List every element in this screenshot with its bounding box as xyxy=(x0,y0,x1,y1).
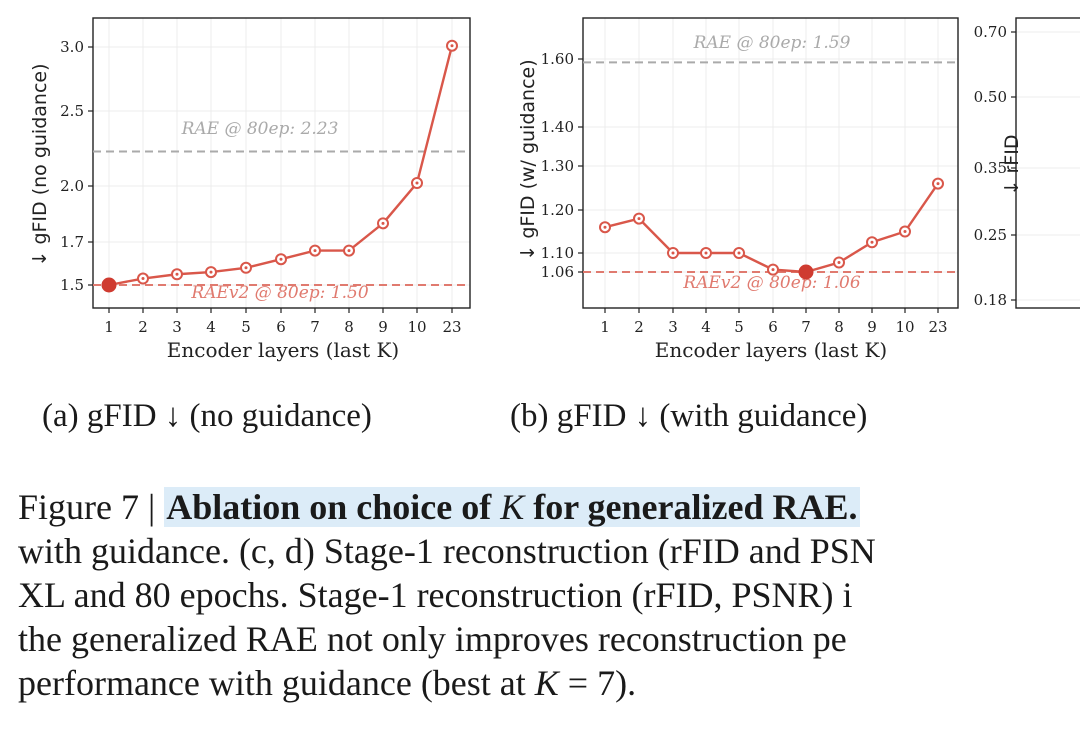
panel-a-x-axis-label: Encoder layers (last K) xyxy=(167,338,399,362)
panel-b-point-dot-8 xyxy=(870,240,874,244)
panel-a-xtick-label-0: 1 xyxy=(104,318,114,336)
panel-a-point-dot-4 xyxy=(244,266,248,270)
panel-a-xtick-label-4: 5 xyxy=(241,318,251,336)
panel-b-xtick-label-10: 23 xyxy=(928,318,947,336)
caption-bold-2: for generalized RAE. xyxy=(524,487,858,527)
panel-c-axes: 0.18 0.25 0.35 0.50 0.70 xyxy=(974,17,1080,309)
panel-a-xtick-label-9: 10 xyxy=(407,318,426,336)
panel-b-xtick-label-8: 9 xyxy=(867,318,877,336)
caption-line-4: the generalized RAE not only improves re… xyxy=(18,619,847,659)
panel-b-gfid-with-guidance: 1.061.101.201.301.401.601 2 3 4 5 6 7 8 9 10 23RAE… xyxy=(517,17,959,362)
subcaption-b: (b) gFID ↓ (with guidance) xyxy=(510,398,868,434)
panel-b-point-dot-2 xyxy=(671,251,675,255)
caption-highlight: Ablation on choice of K for generalized … xyxy=(164,487,860,527)
panel-b-x-axis-label-text: Encoder layers (last K) xyxy=(655,338,887,362)
panel-a-ytick-label-2: 2.0 xyxy=(60,177,84,195)
panel-a-ytick-label-1: 1.7 xyxy=(60,233,84,251)
panel-b-xtick-label-1: 2 xyxy=(634,318,644,336)
panel-a-ytick-label-3: 2.5 xyxy=(60,102,84,120)
panel-a-point-dot-5 xyxy=(279,257,283,261)
panel-b-point-dot-7 xyxy=(837,261,841,264)
panel-b-xtick-label-9: 10 xyxy=(895,318,914,336)
panel-a-point-dot-2 xyxy=(175,272,179,276)
panel-a-x-axis-label-text: Encoder layers (last K) xyxy=(167,338,399,362)
panel-b-ytick-label-2: 1.20 xyxy=(541,201,574,219)
caption-line-3: XL and 80 epochs. Stage-1 reconstruction… xyxy=(18,575,853,615)
panel-b-refline-label-1: RAEv2 @ 80ep: 1.06 xyxy=(682,273,860,293)
panel-a-xtick-label-5: 6 xyxy=(276,318,286,336)
panel-b-point-dot-0 xyxy=(603,225,607,229)
panel-b-ytick-label-4: 1.40 xyxy=(541,118,574,136)
panel-b-point-dot-4 xyxy=(737,251,741,255)
panel-a-xtick-label-8: 9 xyxy=(378,318,388,336)
panel-b-ytick-label-0: 1.06 xyxy=(541,263,574,281)
panel-c-ytick-label-0: 0.18 xyxy=(974,291,1007,309)
panel-a-refline-label-1: RAEv2 @ 80ep: 1.50 xyxy=(190,283,368,303)
panel-b-xtick-label-4: 5 xyxy=(734,318,744,336)
panel-a-ytick-label-0: 1.5 xyxy=(60,276,84,294)
panel-b-ytick-label-5: 1.60 xyxy=(541,50,574,68)
panel-a-ytick-label-4: 3.0 xyxy=(60,38,84,56)
panel-a-point-dot-9 xyxy=(415,181,419,185)
subcaption-a: (a) gFID ↓ (no guidance) xyxy=(42,398,372,434)
panel-a-xtick-label-10: 23 xyxy=(442,318,461,336)
caption-line-5-a: performance with guidance (best at xyxy=(18,663,535,703)
caption-bold-1: Ablation on choice of xyxy=(166,487,501,527)
panel-b-point-dot-9 xyxy=(903,230,907,233)
panel-c-y-axis-label: ↓ rFID xyxy=(1001,135,1023,196)
panel-a-point-dot-3 xyxy=(209,270,213,274)
figure-caption: Figure 7 | Ablation on choice of K for g… xyxy=(18,485,1080,705)
panel-b-series-line xyxy=(604,182,939,274)
panel-a-point-dot-6 xyxy=(313,249,317,253)
panel-a-point-dot-1 xyxy=(141,277,145,281)
panel-b-xtick-label-6: 7 xyxy=(801,318,811,336)
panel-b-xtick-label-5: 6 xyxy=(768,318,778,336)
panel-b-xtick-label-2: 3 xyxy=(668,318,678,336)
panel-a-xtick-label-6: 7 xyxy=(310,318,320,336)
panel-a-point-dot-7 xyxy=(347,249,351,253)
panel-b-point-dot-10 xyxy=(936,182,940,186)
panel-b-refline-label-0: RAE @ 80ep: 1.59 xyxy=(693,33,851,53)
panel-a-refline-label-0: RAE @ 80ep: 2.23 xyxy=(181,119,339,139)
panel-a-point-dot-10 xyxy=(450,44,454,48)
panel-b-xtick-label-3: 4 xyxy=(701,318,711,336)
panel-b-point-dot-1 xyxy=(637,217,641,221)
panel-a-y-axis-label: ↓ gFID (no guidance) xyxy=(29,63,51,266)
caption-line-2: with guidance. (c, d) Stage-1 reconstruc… xyxy=(18,531,876,571)
caption-line-5-b: = 7). xyxy=(558,663,637,703)
panel-c-rfid-partial: 0.18 0.25 0.35 0.50 0.70 ↓ rFID xyxy=(974,17,1080,309)
panel-b-ytick-label-3: 1.30 xyxy=(541,157,574,175)
panel-c-frame xyxy=(1015,17,1080,309)
caption-line-1: Figure 7 | Ablation on choice of K for g… xyxy=(18,485,1080,529)
panel-b-point-dot-3 xyxy=(704,251,708,255)
panel-a-xtick-label-7: 8 xyxy=(344,318,354,336)
panel-a-highlight-point xyxy=(101,277,117,293)
panel-c-ytick-label-4: 0.70 xyxy=(974,23,1007,41)
panel-b-ytick-label-1: 1.10 xyxy=(541,244,574,262)
panel-c-ytick-label-1: 0.25 xyxy=(974,226,1007,244)
panel-b-xtick-label-0: 1 xyxy=(600,318,610,336)
panel-a-point-dot-8 xyxy=(381,221,385,225)
caption-line-5: performance with guidance (best at K = 7… xyxy=(18,661,1080,705)
panel-b-highlight-point xyxy=(798,264,814,280)
panel-b-y-axis-label: ↓ gFID (w/ guidance) xyxy=(517,59,539,260)
panel-b-axes: 1.061.101.201.301.401.601 2 3 4 5 6 7 8 9 10 23RAE… xyxy=(541,17,959,336)
panel-b-point-dot-5 xyxy=(771,268,775,272)
panel-b-x-axis-label: Encoder layers (last K) xyxy=(655,338,887,362)
caption-prefix: Figure 7 | xyxy=(18,487,165,527)
panel-c-ytick-label-3: 0.50 xyxy=(974,88,1007,106)
panel-b-frame xyxy=(582,17,959,309)
panel-c-ytick-label-2: 0.35 xyxy=(974,159,1007,177)
caption-bold-var: K xyxy=(500,487,525,527)
panel-a-xtick-label-1: 2 xyxy=(138,318,148,336)
panel-a-xtick-label-3: 4 xyxy=(206,318,216,336)
caption-line-5-var: K xyxy=(534,663,559,703)
panel-a-xtick-label-2: 3 xyxy=(172,318,182,336)
panel-b-xtick-label-7: 8 xyxy=(834,318,844,336)
